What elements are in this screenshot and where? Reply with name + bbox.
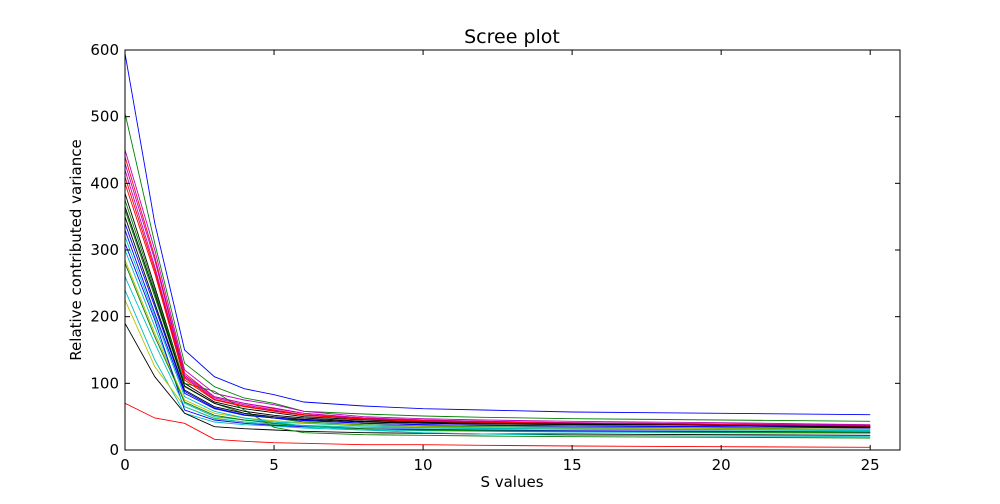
series-line-5 [124, 149, 871, 426]
series-lines [124, 53, 871, 448]
y-tick-label: 400 [90, 174, 119, 192]
series-line-18 [124, 276, 871, 432]
y-tick-label: 500 [90, 108, 119, 126]
x-tick-label: 15 [563, 456, 582, 474]
y-axis-label: Relative contributed variance [67, 139, 85, 360]
series-line-7 [124, 323, 871, 436]
series-line-25 [124, 206, 871, 428]
series-line-16 [124, 199, 871, 439]
series-line-11 [124, 249, 871, 431]
series-line-24 [124, 176, 871, 427]
y-tick-label: 200 [90, 308, 119, 326]
series-line-23 [124, 236, 871, 438]
series-line-19 [124, 163, 871, 426]
y-tick-label: 600 [90, 41, 119, 59]
y-tick-label: 300 [90, 241, 119, 259]
x-axis-label: S values [480, 473, 543, 491]
series-line-1 [124, 53, 871, 416]
series-line-13 [124, 259, 871, 430]
plot-frame [124, 49, 901, 451]
y-tick-label: 0 [109, 441, 119, 459]
x-tick-label: 0 [120, 456, 130, 474]
x-tick-label: 20 [712, 456, 731, 474]
y-tick-label: 100 [90, 374, 119, 392]
series-line-21 [124, 223, 871, 428]
plot-area [125, 50, 900, 450]
chart-title: Scree plot [464, 26, 560, 48]
axis-ticks: 0 5 10 15 20 25 0 100 200 300 400 500 600 [90, 41, 900, 474]
x-tick-label: 10 [414, 456, 433, 474]
series-line-15 [124, 243, 871, 433]
x-tick-label: 25 [861, 456, 880, 474]
series-line-9 [124, 209, 871, 430]
x-tick-label: 5 [269, 456, 279, 474]
